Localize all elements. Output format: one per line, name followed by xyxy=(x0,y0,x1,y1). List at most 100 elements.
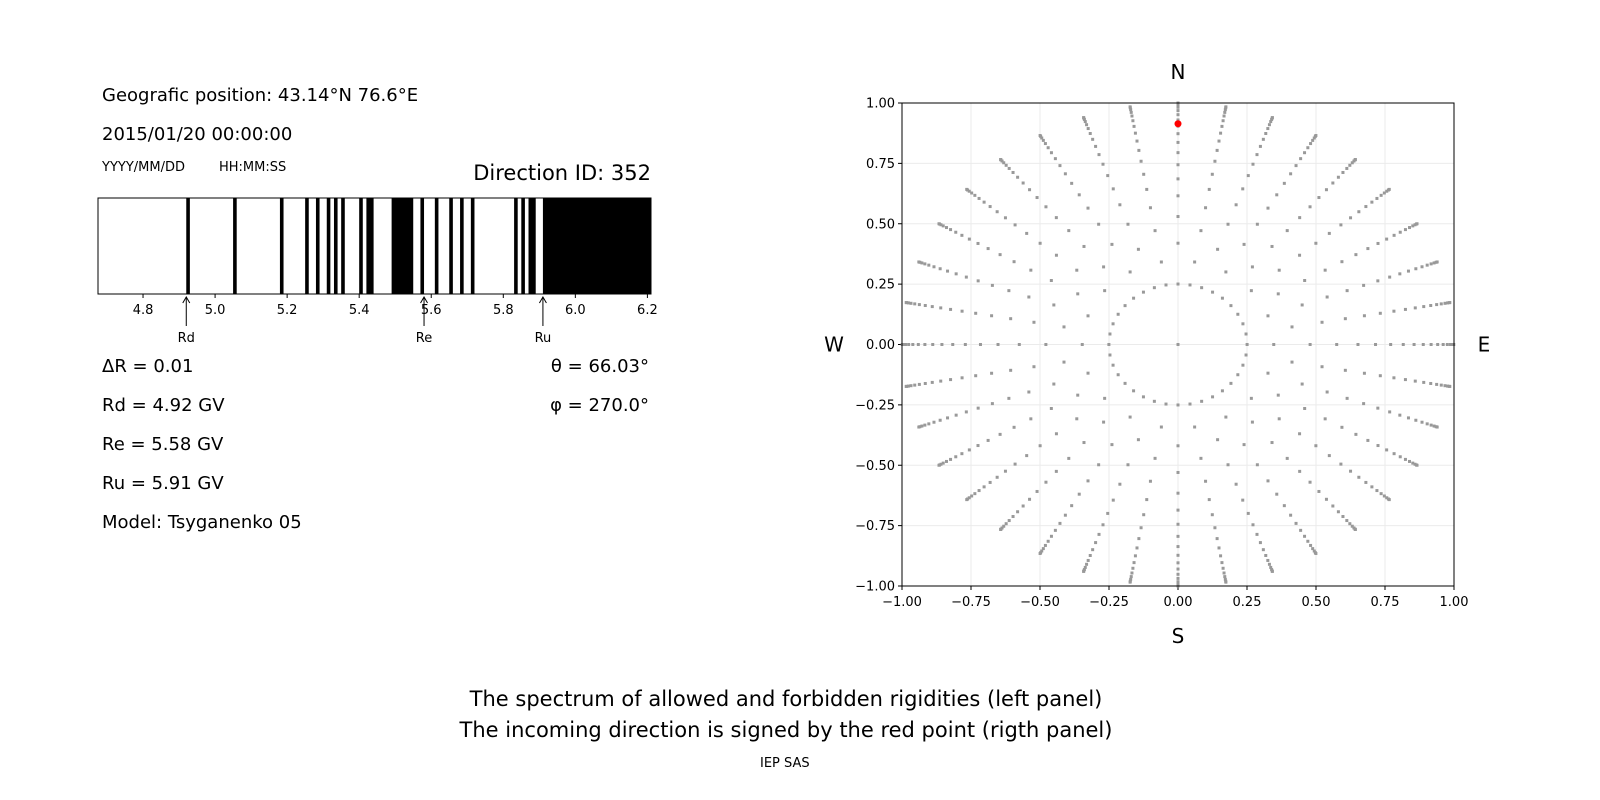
direction-point xyxy=(1350,161,1354,165)
direction-point xyxy=(1132,124,1136,128)
direction-point xyxy=(1429,343,1433,346)
direction-point xyxy=(1269,120,1273,124)
direction-point xyxy=(1213,159,1217,163)
direction-point xyxy=(1207,187,1211,191)
direction-point xyxy=(1135,546,1139,550)
direction-point xyxy=(1043,543,1047,547)
direction-point xyxy=(1041,547,1045,551)
direction-point xyxy=(1266,314,1270,318)
x-tick-label: 5.6 xyxy=(421,303,442,318)
direction-point xyxy=(1429,262,1433,266)
direction-point xyxy=(1290,360,1294,364)
direction-point xyxy=(1298,216,1302,220)
direction-point xyxy=(1340,260,1344,264)
direction-point xyxy=(1038,241,1042,245)
direction-point xyxy=(939,306,943,310)
direction-point xyxy=(954,272,958,276)
direction-point xyxy=(1226,222,1230,226)
direction-point xyxy=(909,301,913,305)
direction-point xyxy=(906,384,910,388)
direction-point xyxy=(1176,132,1180,136)
direction-point xyxy=(1242,443,1246,447)
direction-point xyxy=(1300,303,1304,307)
direction-point xyxy=(1016,510,1020,514)
direction-point xyxy=(949,228,953,232)
x-tick-label: 6.2 xyxy=(637,303,658,318)
direction-point xyxy=(1255,153,1259,157)
direction-point xyxy=(1267,123,1271,127)
direction-point xyxy=(1204,206,1208,210)
direction-point xyxy=(1398,230,1402,234)
direction-point xyxy=(1388,410,1392,414)
direction-point xyxy=(1054,253,1058,257)
direction-point xyxy=(1327,231,1331,235)
direction-point xyxy=(960,309,964,313)
direction-point xyxy=(938,418,942,422)
direction-point xyxy=(1002,524,1006,528)
direction-point xyxy=(1129,108,1133,112)
direction-point xyxy=(940,343,944,346)
x-tick-label: 0.25 xyxy=(1233,595,1262,610)
direction-point xyxy=(1075,268,1079,272)
direction-point xyxy=(1207,498,1211,502)
direction-point xyxy=(1314,134,1318,138)
direction-point xyxy=(1082,244,1086,248)
time-format-label: HH:MM:SS xyxy=(219,160,287,175)
direction-point xyxy=(1123,381,1127,385)
forbidden-band xyxy=(366,198,374,294)
direction-point xyxy=(1311,138,1315,142)
direction-point xyxy=(960,233,964,237)
direction-point xyxy=(1132,389,1136,393)
forbidden-band xyxy=(420,198,425,294)
direction-point xyxy=(967,189,971,193)
direction-point xyxy=(1221,119,1225,123)
direction-point xyxy=(1308,343,1312,346)
direction-point xyxy=(1348,163,1352,167)
direction-point xyxy=(1032,320,1036,324)
direction-point xyxy=(1003,216,1007,220)
forbidden-band xyxy=(528,198,536,294)
direction-point xyxy=(1379,193,1383,197)
direction-point xyxy=(1021,504,1025,508)
direction-point xyxy=(1401,343,1405,346)
x-tick-label: 0.00 xyxy=(1164,595,1193,610)
direction-point xyxy=(1362,371,1366,375)
direction-point xyxy=(1082,569,1086,573)
direction-point xyxy=(1255,463,1259,467)
direction-point xyxy=(1215,537,1219,541)
direction-point xyxy=(1276,393,1280,397)
direction-point xyxy=(1004,522,1008,526)
direction-point xyxy=(1219,131,1223,135)
direction-point xyxy=(917,303,921,307)
direction-point xyxy=(1276,292,1280,296)
direction-point xyxy=(939,379,943,383)
direction-point xyxy=(1353,527,1357,531)
direction-point xyxy=(1415,222,1419,226)
direction-point xyxy=(1176,444,1180,448)
direction-point xyxy=(967,237,971,241)
direction-point xyxy=(1314,551,1318,555)
direction-point xyxy=(1223,108,1227,112)
direction-point xyxy=(1370,200,1374,204)
direction-point xyxy=(1133,554,1137,558)
direction-point xyxy=(1266,206,1270,210)
direction-point xyxy=(923,343,927,346)
direction-point xyxy=(1049,151,1053,155)
direction-point xyxy=(1176,163,1180,167)
direction-point xyxy=(1435,303,1439,307)
direction-point xyxy=(1413,379,1417,383)
direction-point xyxy=(1199,456,1203,460)
direction-point xyxy=(1070,181,1074,185)
direction-point xyxy=(1211,395,1215,399)
direction-point xyxy=(1331,181,1335,185)
direction-point xyxy=(1176,343,1180,346)
forbidden-band xyxy=(542,198,651,294)
direction-point xyxy=(1294,521,1298,525)
direction-point xyxy=(1009,317,1013,321)
direction-point xyxy=(1086,314,1090,318)
direction-point xyxy=(1126,222,1130,226)
direction-point xyxy=(988,480,992,484)
direction-point xyxy=(1054,216,1058,220)
direction-point xyxy=(1029,268,1033,272)
direction-point xyxy=(970,191,974,195)
